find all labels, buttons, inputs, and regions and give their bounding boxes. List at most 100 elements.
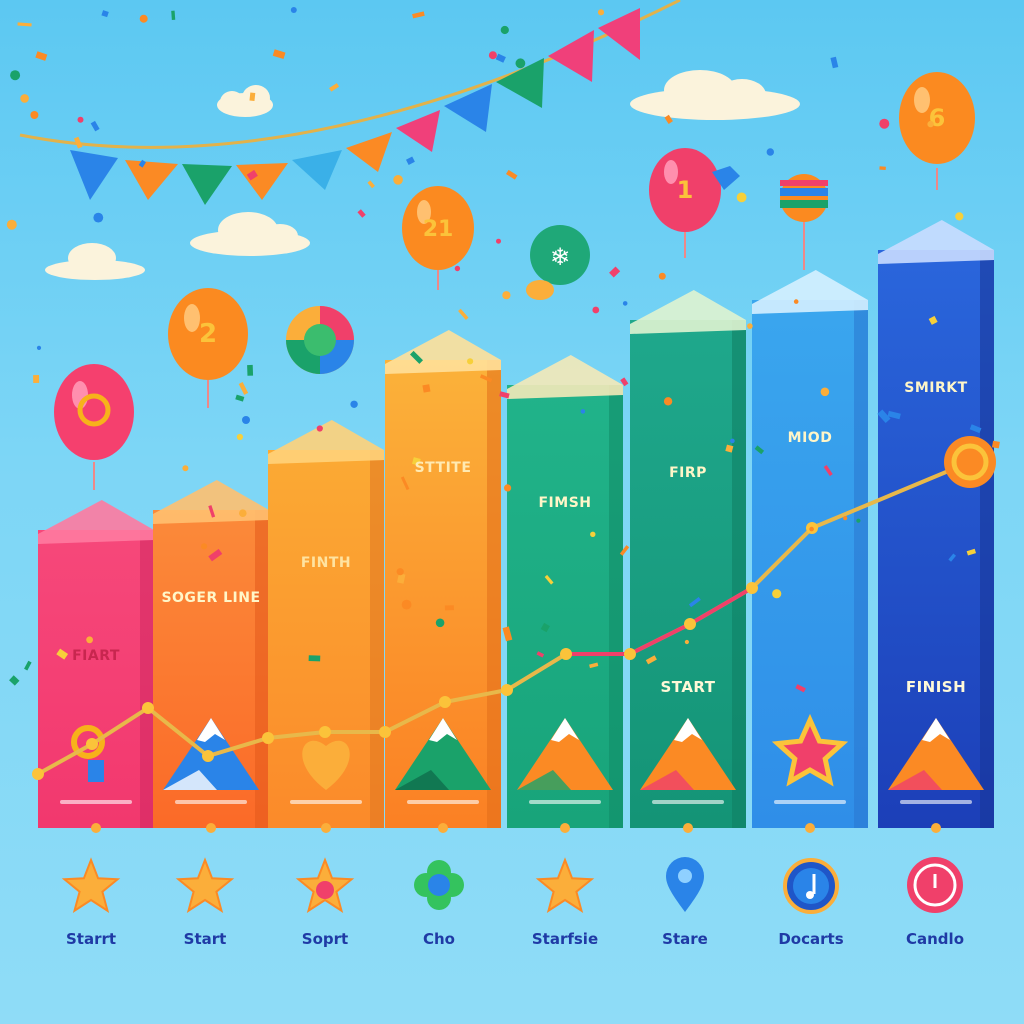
confetti-piece	[592, 306, 600, 314]
cloud	[630, 70, 800, 120]
star-icon	[771, 713, 849, 787]
cloud	[190, 212, 310, 256]
confetti-piece	[93, 212, 104, 223]
flag	[496, 58, 544, 108]
mountain-icon	[640, 718, 736, 790]
confetti-piece	[239, 509, 247, 517]
bottom-item-label: Stare	[662, 930, 708, 948]
confetti-piece	[6, 219, 17, 230]
confetti-piece	[30, 111, 39, 119]
confetti-piece	[504, 484, 512, 492]
confetti-piece	[843, 516, 848, 521]
lower-label-finish: FINISH	[905, 678, 967, 696]
confetti-piece	[619, 545, 630, 556]
confetti-piece	[793, 299, 799, 304]
bottom-item-label: Candlo	[906, 930, 964, 948]
bunting	[19, 0, 681, 205]
column-label: SOGER LINE	[161, 590, 261, 606]
balloons: 2 21 1 6	[54, 72, 975, 490]
flag	[292, 150, 342, 190]
confetti-piece	[969, 424, 982, 434]
bottom-item[interactable]: Starfsie	[510, 850, 620, 948]
heart-icon	[302, 740, 350, 790]
balloon-number: 2	[199, 319, 217, 349]
balloon-number: 21	[423, 217, 454, 242]
balloon: 1	[649, 148, 740, 258]
column-top	[153, 480, 269, 524]
column-6	[630, 290, 746, 828]
confetti-piece	[620, 377, 629, 387]
confetti-piece	[272, 49, 286, 60]
confetti-piece	[664, 114, 673, 124]
column-label: FIMSH	[538, 495, 592, 511]
confetti-piece	[56, 648, 69, 660]
confetti-piece	[397, 573, 406, 584]
confetti-piece	[830, 56, 839, 69]
confetti-piece	[405, 156, 415, 165]
flag	[346, 132, 392, 172]
flower-icon	[414, 860, 464, 910]
confetti-piece	[139, 14, 148, 23]
confetti-piece	[401, 599, 412, 610]
bottom-item[interactable]: Soprt	[270, 850, 380, 948]
confetti-piece	[684, 639, 690, 645]
confetti-piece	[467, 358, 474, 365]
confetti-piece	[725, 444, 734, 453]
bottom-item[interactable]: Docarts	[756, 850, 866, 948]
column-label: FIRP	[669, 465, 707, 481]
confetti-piece	[515, 58, 526, 69]
confetti-piece	[502, 626, 513, 642]
star-icon	[535, 857, 595, 913]
confetti-piece	[182, 465, 189, 472]
balloon-number: 6	[929, 104, 946, 132]
confetti-piece	[238, 382, 249, 395]
progress-point	[379, 726, 391, 738]
confetti-piece	[580, 409, 586, 414]
column-top	[38, 500, 154, 544]
color-wheel-icon	[286, 306, 354, 374]
confetti-piece	[730, 438, 735, 444]
confetti-piece	[495, 53, 506, 63]
cloud	[45, 243, 145, 280]
bottom-item[interactable]: Start	[150, 850, 260, 948]
column-label: MIOD	[787, 430, 833, 446]
column-label: STTITE	[414, 460, 472, 476]
column-top	[752, 270, 868, 314]
confetti-piece	[9, 675, 20, 686]
column-top	[630, 290, 746, 334]
balloon: 2	[168, 288, 248, 408]
confetti-piece	[242, 416, 250, 424]
confetti-piece	[809, 526, 814, 532]
progress-point	[746, 582, 758, 594]
baseline-dot	[683, 823, 693, 833]
flag	[444, 84, 492, 132]
snowflake-icon: ❄	[526, 225, 590, 300]
bottom-item[interactable]: Cho	[384, 850, 494, 948]
bottom-item[interactable]: Starrt	[36, 850, 146, 948]
confetti-piece	[502, 291, 511, 300]
progress-point	[624, 648, 636, 660]
cloud	[217, 85, 273, 117]
flag	[236, 163, 288, 200]
confetti-piece	[10, 70, 21, 81]
flag	[548, 30, 594, 82]
lower-label-start: START	[660, 678, 716, 696]
confetti-piece	[536, 651, 545, 658]
bottom-item[interactable]: Candlo	[880, 850, 990, 948]
confetti-piece	[20, 94, 29, 103]
baseline-dot	[560, 823, 570, 833]
confetti-piece	[772, 589, 782, 599]
column-8	[878, 220, 994, 828]
confetti-piece	[499, 391, 510, 399]
confetti-piece	[396, 568, 404, 576]
column-top	[507, 355, 623, 399]
balloon	[54, 364, 134, 490]
confetti-piece	[171, 10, 176, 21]
bottom-item[interactable]: Stare	[630, 850, 740, 948]
svg-text:❄: ❄	[550, 243, 570, 271]
column-4	[385, 330, 501, 828]
confetti-piece	[991, 440, 1000, 449]
confetti-piece	[24, 660, 32, 671]
